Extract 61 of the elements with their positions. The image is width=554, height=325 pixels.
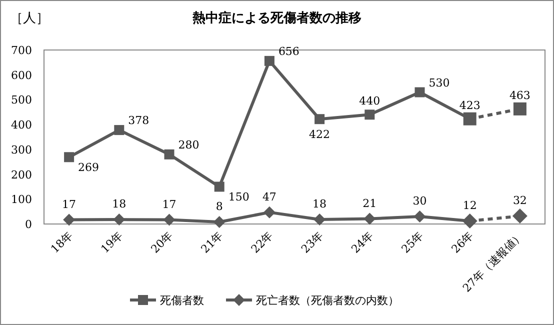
point	[264, 56, 274, 66]
point	[63, 214, 76, 226]
data-label: 18	[312, 198, 327, 211]
x-tick-label: 20年	[148, 228, 176, 256]
legend: 死傷者数	[130, 294, 204, 307]
data-label: 269	[78, 161, 100, 174]
point	[414, 210, 426, 223]
y-axis-title: ［人］	[10, 11, 49, 26]
point	[113, 214, 126, 226]
x-tick-label: 18年	[48, 228, 76, 256]
data-label: 47	[262, 190, 276, 204]
y-tick-label: 400	[11, 118, 32, 132]
data-label: 423	[459, 98, 480, 112]
point	[64, 152, 74, 162]
x-tick-label: 24年	[348, 228, 376, 256]
data-label: 440	[359, 94, 380, 108]
data-label: 150	[228, 190, 250, 204]
point	[513, 102, 526, 116]
point	[163, 214, 176, 226]
data-label: 30	[412, 194, 427, 208]
point	[164, 149, 174, 160]
x-tick-label: 22年	[248, 228, 276, 256]
x-tick-label: 23年	[298, 228, 326, 256]
data-label: 422	[309, 128, 330, 142]
x-tick-label: 21年	[198, 228, 226, 256]
point	[364, 212, 376, 225]
data-label: 530	[428, 76, 450, 90]
y-tick-label: 700	[11, 44, 32, 57]
data-label: 656	[278, 44, 300, 58]
point	[213, 216, 226, 228]
data-label: 21	[362, 196, 377, 210]
y-tick-label: 300	[11, 143, 32, 156]
y-tick-label: 0	[25, 218, 32, 231]
chart-title: 熱中症による死傷者数の推移	[192, 10, 362, 26]
x-tick-label: 26年	[449, 228, 476, 256]
point	[364, 110, 375, 120]
x-tick-label: 19年	[98, 228, 126, 256]
point	[114, 125, 124, 136]
legend-label: 死亡者数（死傷者数の内数）	[256, 294, 399, 307]
x-tick-label: 25年	[399, 228, 426, 256]
point	[314, 114, 325, 124]
data-label: 17	[62, 198, 76, 211]
point	[414, 87, 425, 98]
data-label: 32	[512, 194, 527, 208]
point	[214, 182, 224, 192]
data-label: 18	[112, 198, 126, 211]
data-label: 12	[462, 199, 477, 212]
data-label: 378	[128, 114, 150, 128]
point	[512, 208, 528, 224]
data-label: 8	[216, 200, 223, 214]
point	[263, 206, 276, 218]
point	[314, 214, 326, 226]
y-tick-label: 100	[11, 193, 32, 206]
y-tick-label: 600	[11, 68, 32, 82]
legend: 死亡者数（死傷者数の内数）	[226, 294, 399, 307]
data-label: 280	[178, 138, 200, 152]
data-label: 17	[162, 198, 176, 211]
y-tick-label: 500	[11, 94, 32, 107]
y-tick-label: 200	[11, 168, 32, 182]
legend-label: 死傷者数	[160, 294, 204, 307]
data-label: 463	[509, 88, 530, 102]
